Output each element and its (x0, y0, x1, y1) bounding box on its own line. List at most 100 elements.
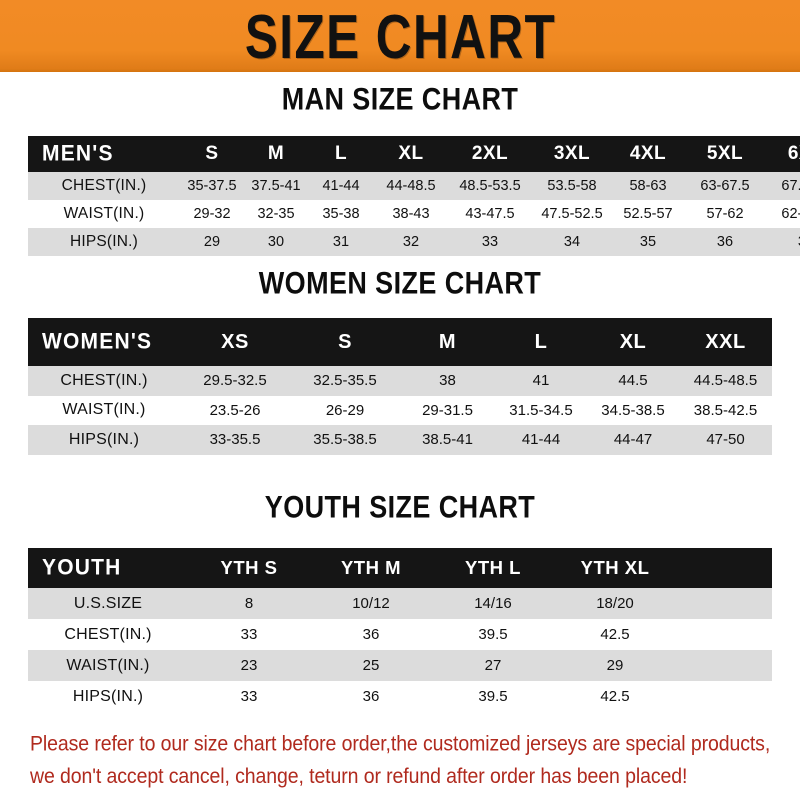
page-title: SIZE CHART (244, 1, 556, 71)
table-cell: 47-50 (706, 431, 745, 449)
women-row-label: HIPS(IN.) (68, 430, 140, 448)
men-size-header-8: 5XL (706, 143, 744, 164)
men-header-row: MEN'S S M L XL 2XL 3XL 4XL 5XL 6XL (28, 136, 800, 172)
youth-row-label: CHEST(IN.) (64, 625, 152, 643)
table-cell: 57-62 (706, 206, 744, 222)
table-cell: 29 (203, 234, 221, 250)
table-cell: 35-38 (322, 206, 360, 222)
table-cell: 38 (439, 372, 456, 390)
table-cell-empty (676, 681, 772, 712)
table-row: WAIST(IN.) 23 25 27 29 (28, 650, 772, 681)
youth-size-header-1: YTH S (220, 557, 278, 578)
men-size-header-6: 3XL (553, 143, 591, 164)
footer-line-1: Please refer to our size chart before or… (30, 732, 771, 757)
women-size-header-1: XS (221, 330, 249, 353)
table-cell: 44-48.5 (386, 178, 436, 194)
table-cell: 18/20 (596, 595, 634, 612)
table-cell: 31 (332, 234, 350, 250)
table-cell: 43-47.5 (465, 206, 515, 222)
table-cell: 42.5 (600, 626, 630, 643)
youth-size-header-4: YTH XL (580, 557, 650, 578)
table-row: CHEST(IN.) 33 36 39.5 42.5 (28, 619, 772, 650)
table-cell: 44.5-48.5 (693, 372, 758, 390)
section-title-man: MAN SIZE CHART (281, 81, 519, 117)
men-table-body: MEN'S S M L XL 2XL 3XL 4XL 5XL 6XL CHEST(IN.) 35-37… (28, 136, 800, 256)
women-size-header-2: S (338, 330, 352, 353)
table-row: CHEST(IN.) 29.5-32.5 32.5-35.5 38 41 44.5 44.5… (28, 366, 772, 396)
table-cell: 63-67.5 (700, 178, 750, 194)
table-cell: 32.5-35.5 (313, 372, 377, 390)
table-cell: 41-44 (521, 431, 561, 449)
men-size-header-9: 6XL (787, 143, 800, 164)
table-cell: 41 (532, 372, 550, 390)
men-size-header-5: 2XL (471, 143, 509, 164)
table-cell: 37.5-41 (251, 178, 301, 194)
men-header-label: MEN'S (42, 141, 114, 166)
table-cell: 10/12 (352, 595, 390, 612)
table-cell: 33-35.5 (209, 431, 261, 449)
table-cell: 8 (244, 595, 254, 612)
table-cell: 36 (362, 626, 380, 643)
table-row: WAIST(IN.) 29-32 32-35 35-38 38-43 43-47.5 47.… (28, 200, 800, 228)
men-size-header-4: XL (398, 143, 424, 164)
table-cell: 31.5-34.5 (509, 401, 573, 419)
youth-header-label: YOUTH (42, 555, 122, 580)
table-cell: 44-47 (613, 431, 653, 449)
table-cell-empty (676, 650, 772, 681)
youth-row-label: HIPS(IN.) (72, 687, 144, 705)
men-size-header-1: S (205, 143, 219, 164)
women-size-table: WOMEN'S XS S M L XL XXL CHEST(IN.) 29.5-32.5 32.5… (28, 318, 772, 455)
table-cell: 27 (484, 657, 502, 674)
table-cell: 34.5-38.5 (601, 401, 665, 419)
table-cell: 42.5 (600, 688, 630, 705)
women-row-label: CHEST(IN.) (60, 371, 148, 389)
men-row-label: HIPS(IN.) (69, 233, 139, 250)
women-header-label: WOMEN'S (42, 329, 153, 354)
table-cell: 33 (240, 626, 258, 643)
table-cell: 38-43 (392, 206, 430, 222)
table-cell: 32-35 (257, 206, 295, 222)
section-title-women: WOMEN SIZE CHART (258, 265, 542, 301)
youth-header-row: YOUTH YTH S YTH M YTH L YTH XL (28, 548, 772, 588)
men-row-label: CHEST(IN.) (61, 177, 147, 194)
table-cell: 39.5 (478, 688, 508, 705)
youth-size-header-2: YTH M (340, 557, 402, 578)
footer-line-2: we don't accept cancel, change, teturn o… (30, 764, 688, 789)
table-cell: 62-66.5 (781, 206, 800, 222)
youth-header-spacer (676, 548, 772, 588)
table-cell: 35.5-38.5 (313, 431, 377, 449)
women-table-body: WOMEN'S XS S M L XL XXL CHEST(IN.) 29.5-32.5 32.5… (28, 318, 772, 455)
table-cell: 48.5-53.5 (459, 178, 521, 194)
table-cell: 53.5-58 (547, 178, 597, 194)
banner: SIZE CHART (0, 0, 800, 72)
youth-size-table: YOUTH YTH S YTH M YTH L YTH XL U.S.SIZE 8 10/12… (28, 548, 772, 712)
table-cell: 35-37.5 (187, 178, 237, 194)
table-cell: 33 (481, 234, 499, 250)
table-cell: 36 (362, 688, 380, 705)
table-cell: 52.5-57 (623, 206, 673, 222)
table-cell: 47.5-52.5 (541, 206, 603, 222)
men-size-header-7: 4XL (629, 143, 667, 164)
youth-table-body: YOUTH YTH S YTH M YTH L YTH XL U.S.SIZE 8 10/12… (28, 548, 772, 712)
table-cell: 25 (362, 657, 380, 674)
table-cell: 67.5-72 (781, 178, 800, 194)
table-cell: 23.5-26 (209, 401, 261, 419)
section-title-youth: YOUTH SIZE CHART (264, 489, 536, 525)
men-size-header-3: L (334, 143, 348, 164)
table-cell: 35 (639, 234, 657, 250)
table-cell: 29 (606, 657, 624, 674)
table-cell: 14/16 (474, 595, 512, 612)
women-row-label: WAIST(IN.) (62, 401, 146, 419)
table-cell: 44.5 (618, 372, 648, 390)
table-cell: 26-29 (325, 401, 365, 419)
table-cell: 33 (240, 688, 258, 705)
table-row: U.S.SIZE 8 10/12 14/16 18/20 (28, 588, 772, 619)
women-header-row: WOMEN'S XS S M L XL XXL (28, 318, 772, 366)
table-cell: 32 (402, 234, 420, 250)
table-cell: 39.5 (478, 626, 508, 643)
women-size-header-3: M (438, 330, 457, 353)
women-size-header-5: XL (619, 330, 647, 353)
table-row: CHEST(IN.) 35-37.5 37.5-41 41-44 44-48.5 48.5… (28, 172, 800, 200)
table-cell-empty (676, 588, 772, 619)
footer-disclaimer: Please refer to our size chart before or… (30, 728, 778, 793)
